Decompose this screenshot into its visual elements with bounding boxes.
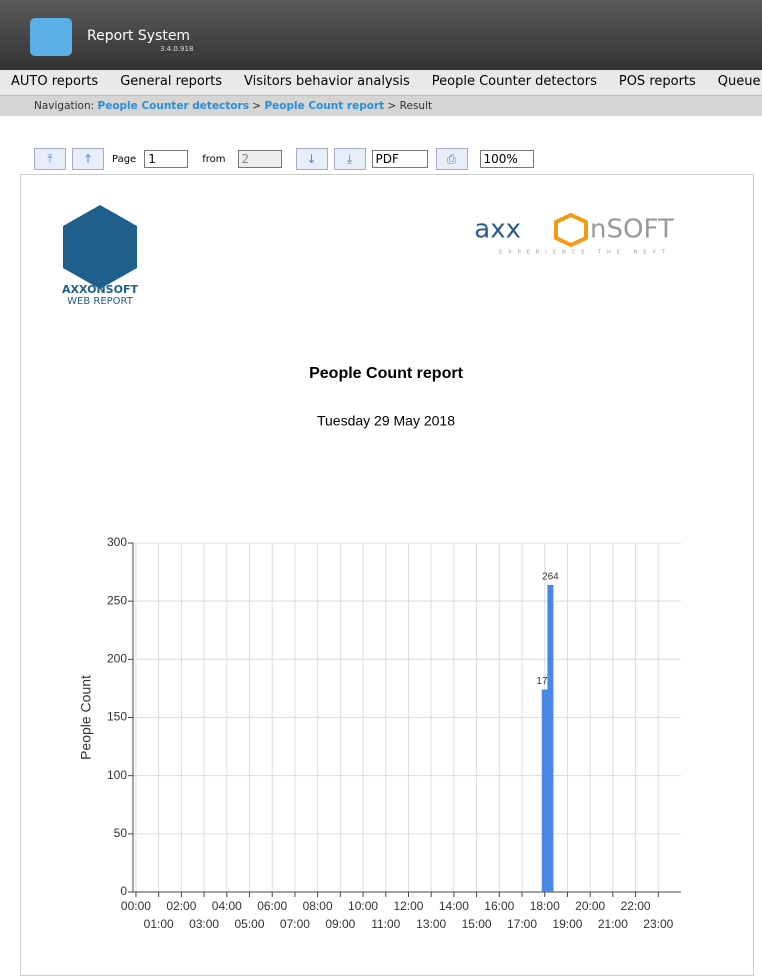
x-tick-label: 04:00 bbox=[212, 899, 242, 913]
x-tick-label: 03:00 bbox=[189, 917, 219, 931]
y-tick-label: 150 bbox=[107, 710, 127, 724]
x-tick-label: 06:00 bbox=[257, 899, 287, 913]
y-axis-label: People Count bbox=[78, 675, 94, 760]
y-tick-label: 100 bbox=[107, 768, 127, 782]
x-tick-label: 23:00 bbox=[643, 917, 673, 931]
x-tick-label: 22:00 bbox=[621, 899, 651, 913]
menu-item[interactable]: Visitors behavior analysis bbox=[244, 74, 410, 89]
x-tick-label: 16:00 bbox=[484, 899, 514, 913]
menu-item[interactable]: POS reports bbox=[618, 74, 696, 89]
y-tick-label: 0 bbox=[120, 884, 127, 898]
x-tick-label: 15:00 bbox=[462, 917, 492, 931]
brand-right-suffix: nSOFT bbox=[590, 215, 674, 245]
bar bbox=[541, 689, 548, 892]
brand-left-sub: WEB REPORT bbox=[67, 296, 134, 307]
x-tick-label: 09:00 bbox=[325, 917, 355, 931]
page-label: Page bbox=[112, 153, 137, 165]
report-title: People Count report bbox=[309, 365, 463, 382]
brand-icon bbox=[63, 205, 137, 289]
y-tick-label: 300 bbox=[107, 535, 127, 549]
x-tick-label: 11:00 bbox=[371, 917, 400, 931]
x-tick-label: 20:00 bbox=[575, 899, 605, 913]
x-tick-label: 19:00 bbox=[552, 917, 582, 931]
x-tick-label: 21:00 bbox=[598, 917, 628, 931]
prev-page[interactable]: ↑ bbox=[72, 148, 104, 170]
next-page[interactable]: ↓ bbox=[295, 148, 328, 170]
app-title: Report System bbox=[87, 28, 191, 44]
from-label: from bbox=[202, 153, 226, 165]
total-pages: 2 bbox=[237, 150, 282, 168]
nav-link[interactable]: People Counter detectors bbox=[97, 100, 249, 112]
report-date: Tuesday 29 May 2018 bbox=[317, 413, 455, 429]
brand-tagline: EXPERIENCE THE NEXT bbox=[499, 250, 671, 256]
x-tick-label: 18:00 bbox=[530, 899, 560, 913]
data-label: 174 bbox=[536, 676, 553, 687]
export[interactable]: ⎙ bbox=[435, 148, 468, 170]
brand-left: AXXONSOFT bbox=[62, 283, 138, 296]
x-tick-label: 17:00 bbox=[507, 917, 537, 931]
chart: 0 50 100 150 200 250 300 00:00 01:00 02:00 03:00 04… bbox=[78, 535, 681, 931]
data-label: 264 bbox=[542, 572, 559, 583]
menu-item[interactable]: General reports bbox=[120, 74, 223, 89]
x-tick-label: 13:00 bbox=[416, 917, 446, 931]
last-page[interactable]: ⤓ bbox=[333, 148, 366, 170]
nav-sep: > bbox=[387, 100, 397, 112]
app-version: 3.4.0.918 bbox=[160, 45, 194, 53]
x-tick-label: 05:00 bbox=[234, 917, 264, 931]
nav-label: Navigation: bbox=[34, 100, 95, 112]
zoom-select[interactable]: 100% bbox=[479, 150, 534, 168]
x-tick-label: 00:00 bbox=[121, 899, 151, 913]
header: Report System 3.4.0.918 bbox=[0, 0, 762, 70]
x-tick-label: 14:00 bbox=[439, 899, 469, 913]
x-tick-label: 01:00 bbox=[144, 917, 174, 931]
brand-hex bbox=[554, 212, 588, 248]
y-tick-label: 50 bbox=[114, 826, 128, 840]
y-tick-label: 250 bbox=[107, 593, 127, 607]
x-tick-label: 10:00 bbox=[348, 899, 378, 913]
first-page[interactable]: ⤒ bbox=[34, 148, 66, 170]
toolbar: ⤒ ↑ Page 1 from 2 ↓ ⤓ PDF ⎙ 100% bbox=[34, 148, 542, 170]
menu: AUTO reports General reports Visitors beha… bbox=[0, 70, 762, 96]
bar bbox=[547, 584, 554, 892]
x-tick-label: 08:00 bbox=[303, 899, 333, 913]
x-tick-label: 12:00 bbox=[393, 899, 423, 913]
nav-sep: > bbox=[252, 100, 262, 112]
nav-link[interactable]: People Count report bbox=[264, 100, 385, 112]
menu-item[interactable]: People Counter detectors bbox=[431, 74, 597, 89]
menu-item[interactable]: AUTO reports bbox=[11, 74, 99, 89]
breadcrumb: Navigation: People Counter detectors > P… bbox=[0, 96, 762, 116]
x-tick-label: 07:00 bbox=[280, 917, 310, 931]
nav-current: Result bbox=[399, 100, 433, 112]
format-select[interactable]: PDF bbox=[371, 150, 428, 168]
menu-item[interactable]: Queue Length bbox=[717, 74, 762, 89]
x-tick-label: 02:00 bbox=[166, 899, 196, 913]
y-tick-label: 200 bbox=[107, 652, 127, 666]
brand-right: axx bbox=[474, 215, 521, 245]
app-icon bbox=[30, 18, 72, 56]
page-input[interactable]: 1 bbox=[144, 150, 189, 168]
